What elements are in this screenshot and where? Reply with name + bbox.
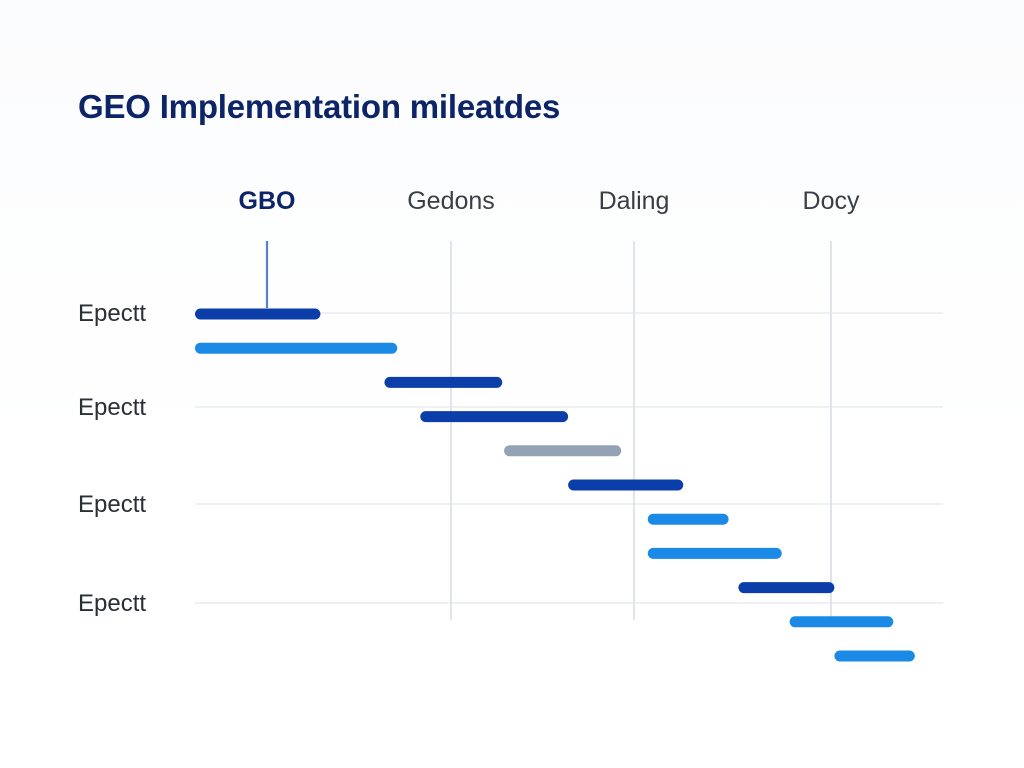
phase-label: GBO [239,187,296,215]
task-bar [789,616,894,628]
row-label: Epectt [78,491,146,518]
task-bar [420,411,569,423]
phase-label: Docy [803,187,860,215]
task-bar [738,582,835,594]
task-bar [384,376,503,388]
task-bar [647,547,782,559]
phase-label: Gedons [407,187,495,215]
row-label: Epectt [78,590,146,617]
row-label: Epectt [78,300,146,327]
chart-title: GEO Implementation mileatdes [78,88,561,125]
task-bar [195,342,398,354]
task-bar [195,308,321,320]
phase-label: Daling [599,187,670,215]
task-bar [834,650,915,662]
task-bar [568,479,684,491]
row-label: Epectt [78,394,146,421]
task-bar [504,445,622,457]
task-bar [647,513,729,525]
